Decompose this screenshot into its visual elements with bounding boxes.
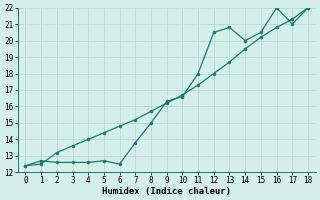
X-axis label: Humidex (Indice chaleur): Humidex (Indice chaleur): [102, 187, 231, 196]
